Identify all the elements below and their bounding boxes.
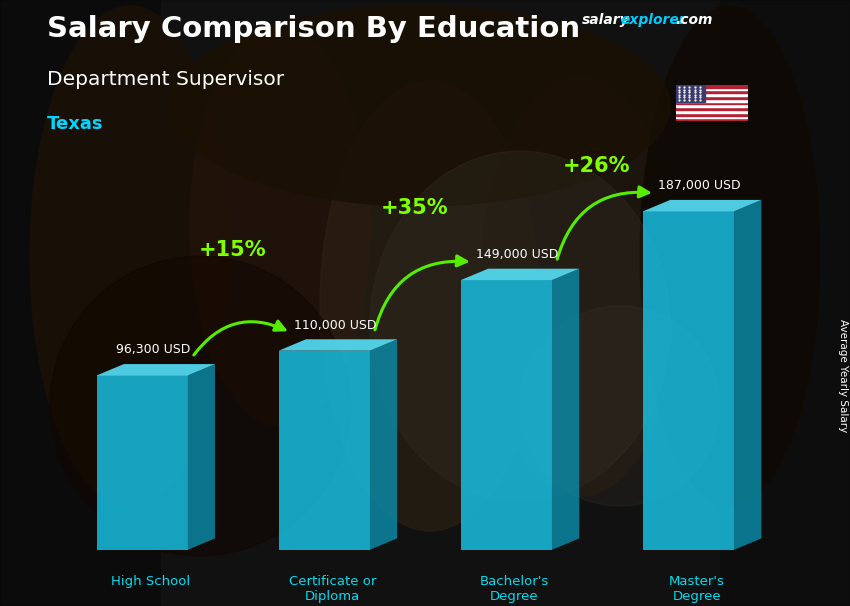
Bar bbox=[0, 0, 160, 606]
Text: Salary Comparison By Education: Salary Comparison By Education bbox=[47, 15, 580, 43]
Polygon shape bbox=[279, 339, 397, 351]
Ellipse shape bbox=[370, 151, 670, 501]
Text: 187,000 USD: 187,000 USD bbox=[658, 179, 740, 192]
Polygon shape bbox=[643, 211, 734, 550]
Text: Master's
Degree: Master's Degree bbox=[669, 574, 725, 602]
Bar bbox=[676, 102, 748, 104]
Text: +35%: +35% bbox=[381, 198, 448, 218]
Text: +15%: +15% bbox=[198, 239, 266, 259]
Bar bbox=[676, 113, 748, 116]
Bar bbox=[676, 118, 748, 121]
Bar bbox=[676, 90, 748, 93]
Bar bbox=[676, 99, 748, 102]
Polygon shape bbox=[734, 200, 762, 550]
Ellipse shape bbox=[190, 26, 370, 426]
Bar bbox=[676, 107, 748, 110]
Ellipse shape bbox=[170, 6, 670, 206]
Text: Texas: Texas bbox=[47, 115, 103, 133]
Polygon shape bbox=[97, 364, 215, 376]
Text: .com: .com bbox=[676, 13, 713, 27]
Bar bbox=[676, 93, 748, 96]
Ellipse shape bbox=[640, 6, 820, 506]
Polygon shape bbox=[370, 339, 397, 550]
Bar bbox=[676, 85, 748, 88]
Bar bbox=[676, 110, 748, 113]
Polygon shape bbox=[97, 376, 188, 550]
Bar bbox=[676, 88, 748, 90]
Text: 149,000 USD: 149,000 USD bbox=[476, 248, 558, 261]
Text: Average Yearly Salary: Average Yearly Salary bbox=[838, 319, 848, 432]
Text: salary: salary bbox=[582, 13, 630, 27]
Polygon shape bbox=[461, 268, 579, 280]
Text: 110,000 USD: 110,000 USD bbox=[294, 319, 377, 331]
Text: 96,300 USD: 96,300 USD bbox=[116, 344, 190, 356]
Bar bbox=[676, 96, 748, 99]
Text: +26%: +26% bbox=[563, 156, 630, 176]
Polygon shape bbox=[643, 200, 762, 211]
Ellipse shape bbox=[480, 76, 680, 496]
Ellipse shape bbox=[50, 256, 350, 556]
Polygon shape bbox=[279, 351, 370, 550]
Bar bbox=[720, 0, 850, 606]
Bar bbox=[676, 116, 748, 118]
Text: explorer: explorer bbox=[620, 13, 686, 27]
Text: High School: High School bbox=[110, 574, 190, 587]
Ellipse shape bbox=[320, 81, 540, 531]
Text: Department Supervisor: Department Supervisor bbox=[47, 70, 284, 88]
Polygon shape bbox=[188, 364, 215, 550]
Text: Bachelor's
Degree: Bachelor's Degree bbox=[480, 574, 549, 602]
Text: Certificate or
Diploma: Certificate or Diploma bbox=[289, 574, 376, 602]
Bar bbox=[676, 104, 748, 107]
Polygon shape bbox=[552, 268, 579, 550]
Ellipse shape bbox=[30, 6, 230, 506]
Bar bbox=[676, 85, 705, 102]
Polygon shape bbox=[461, 280, 552, 550]
Ellipse shape bbox=[520, 306, 720, 506]
